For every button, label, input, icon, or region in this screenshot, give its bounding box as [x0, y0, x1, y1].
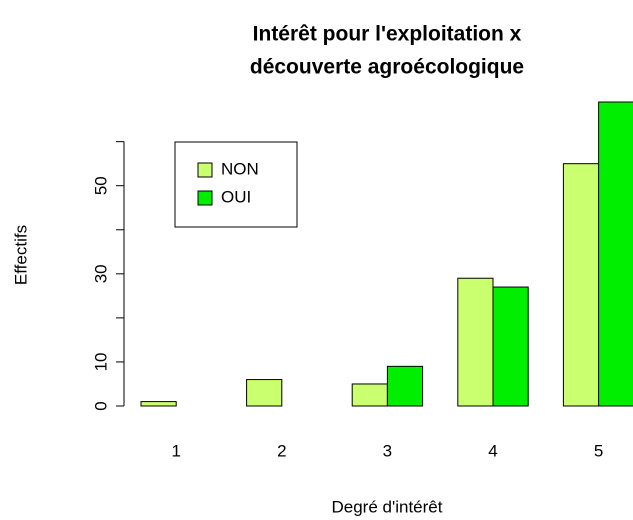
- legend-box: [174, 141, 298, 228]
- y-tick-label: 50: [91, 176, 110, 195]
- x-tick-label: 1: [171, 441, 180, 460]
- legend-label: OUI: [221, 187, 251, 206]
- bar: [492, 286, 529, 407]
- legend-label: NON: [221, 159, 259, 178]
- y-tick-label: 0: [91, 401, 110, 410]
- x-axis-label: Degré d'intérêt: [332, 497, 443, 516]
- bar: [386, 365, 424, 407]
- chart-title: découverte agroécologique: [250, 56, 524, 79]
- y-axis-label: Effectifs: [11, 225, 30, 285]
- x-tick-label: 2: [277, 441, 286, 460]
- chart-title: Intérêt pour l'exploitation x: [253, 23, 522, 46]
- bar: [457, 277, 494, 407]
- x-tick-label: 4: [488, 441, 497, 460]
- bar: [351, 383, 388, 407]
- y-tick-label: 30: [91, 264, 110, 283]
- bar: [598, 101, 633, 407]
- legend-swatch: [197, 190, 213, 206]
- x-tick-label: 3: [383, 441, 392, 460]
- y-tick-label: 10: [91, 352, 110, 371]
- bar: [246, 379, 283, 407]
- bar: [140, 401, 177, 407]
- legend-swatch: [197, 162, 213, 178]
- x-tick-label: 5: [594, 441, 603, 460]
- bar: [562, 163, 600, 407]
